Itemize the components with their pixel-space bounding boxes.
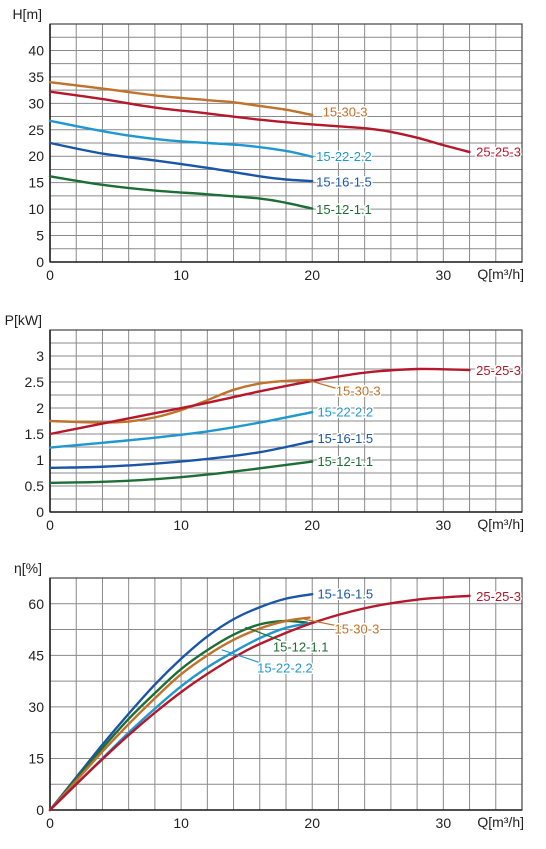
series-line-15-30-3: [48, 80, 314, 117]
grid: [50, 24, 522, 262]
chart-panel-1: 0 5 10 15 20 25 30 35 40 0 10 20 30 H[m] Q[m³/h] 15-30-…: [12, 6, 524, 283]
x-axis-label: Q[m³/h]: [477, 516, 524, 532]
y-tick-label: 45: [28, 647, 44, 663]
x-tick-label: 20: [304, 517, 320, 533]
y-tick-label: 10: [28, 201, 44, 217]
series-label: 15-22-2.2: [317, 405, 373, 420]
y-axis-label: H[m]: [12, 6, 42, 22]
x-tick-label: 0: [46, 267, 54, 283]
y-axis-label: P[kW]: [5, 312, 42, 328]
y-tick-label: 40: [28, 42, 44, 58]
x-tick-label: 20: [304, 267, 320, 283]
x-tick-label: 10: [173, 267, 189, 283]
x-tick-label: 30: [436, 267, 452, 283]
leader-line: [245, 626, 281, 642]
leader-line: [221, 649, 259, 663]
series-line-15-22-2.2: [48, 410, 314, 449]
series-line-15-16-1.5: [48, 592, 314, 812]
series-line-15-12-1.1: [48, 619, 309, 812]
y-tick-label: 1.5: [25, 426, 45, 442]
leader-line: [304, 618, 343, 628]
series-label: 15-12-1.1: [316, 202, 372, 217]
series-label: 15-30-3: [323, 104, 368, 119]
series-label: 25-25-3: [476, 363, 521, 378]
series-line-15-12-1.1: [48, 460, 314, 485]
chart-panel-2: 00.511.522.530 10 20 30P[kW]Q[m³/h]15-30-32…: [5, 312, 524, 533]
series-label: 15-22-2.2: [316, 149, 372, 164]
series-label: 15-12-1.1: [317, 454, 373, 469]
y-tick-label: 20: [28, 148, 44, 164]
x-axis-label: Q[m³/h]: [477, 814, 524, 830]
series-line-25-25-3: [48, 90, 471, 154]
x-tick-label: 10: [173, 517, 189, 533]
y-tick-label: 35: [28, 69, 44, 85]
series-label: 15-22-2.2: [257, 661, 313, 676]
series-line-15-22-2.2: [48, 119, 314, 158]
chart-panel-3: 0 15 30 45 60 0 10 20 30 η[%] Q[m³/h] 15-16-1.5 25-2…: [14, 560, 524, 831]
series-group: [48, 592, 471, 812]
series-line-15-16-1.5: [48, 440, 314, 469]
x-axis-label: Q[m³/h]: [477, 266, 524, 282]
y-axis-label: η[%]: [14, 560, 42, 576]
y-tick-label: 2: [36, 400, 44, 416]
series-line-15-30-3: [48, 616, 311, 812]
y-tick-label: 15: [28, 175, 44, 191]
x-tick-label: 0: [46, 517, 54, 533]
y-tick-label: 5: [36, 228, 44, 244]
y-tick-label: 3: [36, 348, 44, 364]
y-tick-label: 15: [28, 750, 44, 766]
series-line-15-16-1.5: [48, 141, 314, 183]
x-tick-label: 10: [173, 815, 189, 831]
series-label: 25-25-3: [476, 144, 521, 159]
series-line-25-25-3: [48, 594, 471, 812]
x-tick-label: 30: [436, 517, 452, 533]
series-group: [48, 80, 471, 210]
x-tick-label: 20: [304, 815, 320, 831]
y-tick-label: 0: [36, 802, 44, 818]
y-tick-label: 25: [28, 122, 44, 138]
series-label: 15-30-3: [336, 383, 381, 398]
y-tick-label: 60: [28, 596, 44, 612]
series-label: 15-16-1.5: [316, 175, 372, 190]
x-tick-label: 30: [436, 815, 452, 831]
y-tick-label: 1: [36, 452, 44, 468]
series-group: [48, 367, 471, 485]
y-tick-label: 0: [36, 504, 44, 520]
leader-line: [306, 379, 336, 389]
series-line-15-12-1.1: [48, 175, 314, 210]
grid: [50, 578, 522, 810]
series-label: 15-30-3: [335, 622, 380, 637]
y-tick-label: 30: [28, 95, 44, 111]
x-tick-label: 0: [46, 815, 54, 831]
y-tick-label: 30: [28, 699, 44, 715]
y-tick-label: 0.5: [25, 478, 45, 494]
series-label: 15-16-1.5: [317, 586, 373, 601]
series-label: 25-25-3: [476, 589, 521, 604]
series-label: 15-12-1.1: [273, 640, 329, 655]
y-tick-label: 2.5: [25, 374, 45, 390]
series-label: 15-16-1.5: [317, 431, 373, 446]
y-tick-label: 0: [36, 254, 44, 270]
series-line-25-25-3: [48, 367, 471, 436]
